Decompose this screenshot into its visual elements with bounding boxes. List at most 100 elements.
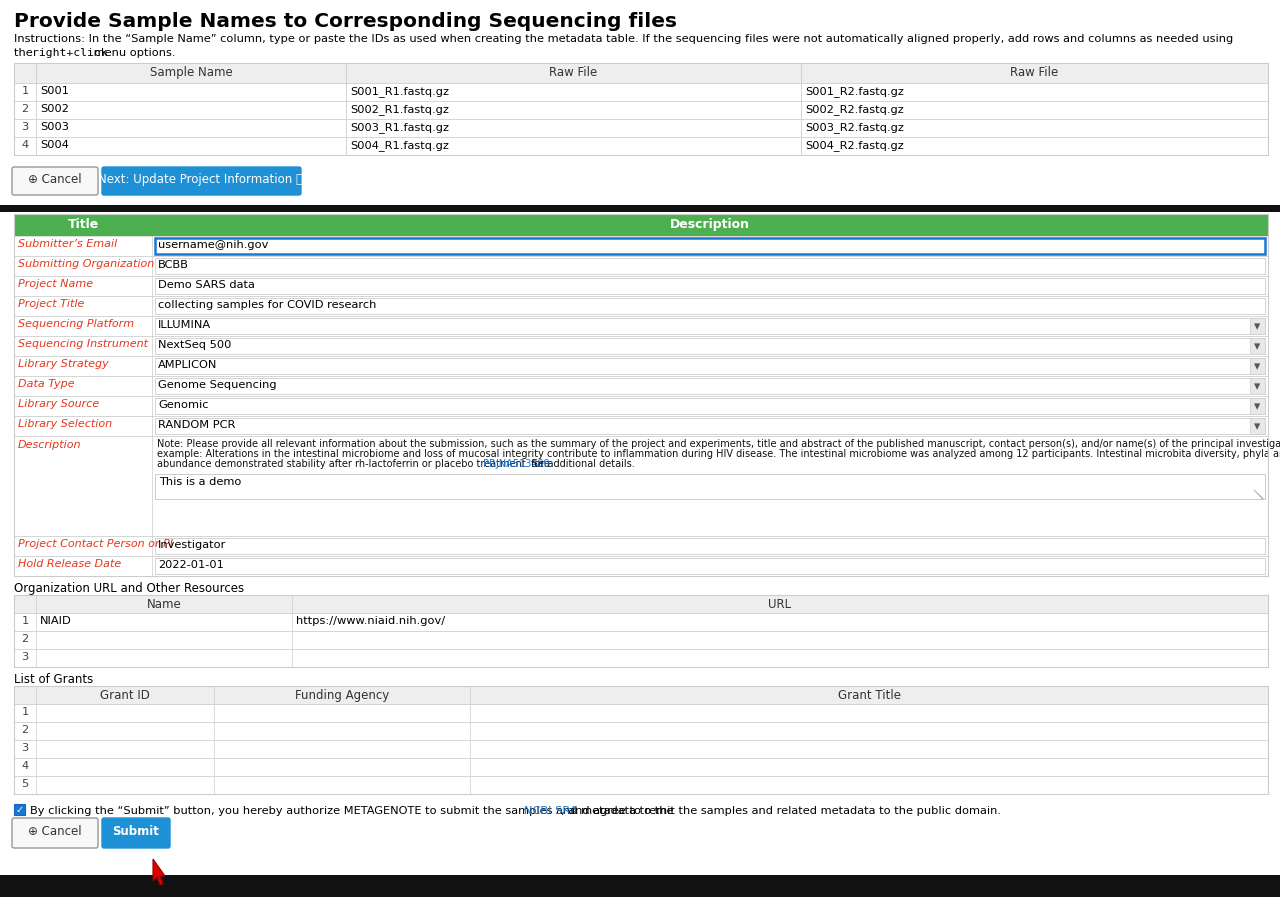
- Bar: [14, 649, 1268, 667]
- Text: Library Source: Library Source: [18, 399, 100, 409]
- Bar: [14, 536, 1268, 556]
- Bar: [14, 296, 1268, 316]
- Bar: [14, 686, 1268, 794]
- Text: 2: 2: [22, 725, 28, 735]
- Text: Sequencing Instrument: Sequencing Instrument: [18, 339, 148, 349]
- Bar: [155, 238, 1265, 254]
- Text: for additional details.: for additional details.: [529, 459, 635, 469]
- Bar: [14, 101, 1268, 119]
- Bar: [14, 236, 1268, 256]
- Bar: [14, 137, 1268, 155]
- Bar: [1251, 338, 1265, 354]
- Text: Project Name: Project Name: [18, 279, 93, 289]
- Bar: [14, 119, 1268, 137]
- Text: AMPLICON: AMPLICON: [157, 360, 218, 370]
- Text: ▾: ▾: [1254, 360, 1260, 373]
- Text: Library Strategy: Library Strategy: [18, 359, 109, 369]
- Text: Grant ID: Grant ID: [100, 689, 150, 702]
- Text: Raw File: Raw File: [1010, 66, 1059, 79]
- Text: 3: 3: [22, 652, 28, 662]
- Text: 3: 3: [22, 122, 28, 132]
- Bar: [14, 804, 26, 815]
- Text: RANDOM PCR: RANDOM PCR: [157, 420, 236, 430]
- Text: Grant Title: Grant Title: [837, 689, 901, 702]
- Text: NIAID: NIAID: [40, 616, 72, 626]
- Text: S002_R2.fastq.gz: S002_R2.fastq.gz: [805, 104, 904, 115]
- Text: URL: URL: [768, 598, 791, 611]
- Polygon shape: [154, 859, 165, 885]
- Bar: [14, 776, 1268, 794]
- Text: Note: Please provide all relevant information about the submission, such as the : Note: Please provide all relevant inform…: [157, 439, 1280, 449]
- Text: Title: Title: [68, 218, 99, 231]
- Text: S002: S002: [40, 104, 69, 114]
- Text: S001_R2.fastq.gz: S001_R2.fastq.gz: [805, 86, 904, 97]
- Text: Provide Sample Names to Corresponding Sequencing files: Provide Sample Names to Corresponding Se…: [14, 12, 677, 31]
- Bar: [14, 214, 1268, 576]
- Bar: [155, 298, 1265, 314]
- Text: right+click: right+click: [32, 48, 108, 58]
- Bar: [155, 418, 1265, 434]
- Bar: [1251, 418, 1265, 434]
- Text: Funding Agency: Funding Agency: [294, 689, 389, 702]
- Text: PRJNA513489: PRJNA513489: [484, 459, 550, 469]
- FancyBboxPatch shape: [12, 818, 99, 848]
- Text: Description: Description: [18, 440, 82, 450]
- Text: ⊕ Cancel: ⊕ Cancel: [28, 173, 82, 186]
- Bar: [14, 758, 1268, 776]
- Bar: [155, 378, 1265, 394]
- Text: ▾: ▾: [1254, 420, 1260, 433]
- Text: 4: 4: [22, 761, 28, 771]
- Text: ▾: ▾: [1254, 340, 1260, 353]
- Text: Investigator: Investigator: [157, 540, 227, 550]
- Text: collecting samples for COVID research: collecting samples for COVID research: [157, 300, 376, 310]
- Bar: [155, 398, 1265, 414]
- Bar: [14, 214, 1268, 236]
- Bar: [155, 538, 1265, 554]
- Bar: [14, 436, 1268, 536]
- Bar: [155, 338, 1265, 354]
- Text: 1: 1: [22, 86, 28, 96]
- Text: Submit: Submit: [113, 825, 160, 838]
- Bar: [14, 356, 1268, 376]
- Bar: [14, 416, 1268, 436]
- Bar: [155, 558, 1265, 574]
- Text: This is a demo: This is a demo: [159, 477, 242, 487]
- Text: example: Alterations in the intestinal microbiome and loss of mucosal integrity : example: Alterations in the intestinal m…: [157, 449, 1280, 459]
- Text: 2: 2: [22, 634, 28, 644]
- Bar: [1251, 358, 1265, 374]
- Text: ▾: ▾: [1254, 320, 1260, 333]
- Bar: [155, 358, 1265, 374]
- Text: Demo SARS data: Demo SARS data: [157, 280, 255, 290]
- Text: , and agree to remit the samples and related metadata to the public domain.: , and agree to remit the samples and rel…: [562, 806, 1001, 816]
- Bar: [0, 205, 1280, 212]
- Text: Genomic: Genomic: [157, 400, 209, 410]
- Text: username@nih.gov: username@nih.gov: [157, 240, 269, 250]
- Text: Genome Sequencing: Genome Sequencing: [157, 380, 276, 390]
- Text: 4: 4: [22, 140, 28, 150]
- Text: Raw File: Raw File: [549, 66, 598, 79]
- Text: Description: Description: [669, 218, 750, 231]
- Text: Instructions: In the “Sample Name” column, type or paste the IDs as used when cr: Instructions: In the “Sample Name” colum…: [14, 34, 1233, 44]
- Text: Hold Release Date: Hold Release Date: [18, 559, 122, 569]
- Bar: [0, 875, 1280, 897]
- Text: List of Grants: List of Grants: [14, 673, 93, 686]
- Text: 1: 1: [22, 616, 28, 626]
- Text: Submitter’s Email: Submitter’s Email: [18, 239, 118, 249]
- Bar: [14, 595, 1268, 667]
- Bar: [14, 83, 1268, 101]
- Bar: [14, 613, 1268, 631]
- Text: Submitting Organization: Submitting Organization: [18, 259, 155, 269]
- Bar: [1251, 378, 1265, 394]
- Bar: [14, 556, 1268, 576]
- Bar: [14, 704, 1268, 722]
- Text: 5: 5: [22, 779, 28, 789]
- Bar: [14, 256, 1268, 276]
- Text: 1: 1: [22, 707, 28, 717]
- Bar: [14, 63, 1268, 155]
- Text: the: the: [14, 48, 36, 58]
- Text: ⊕ Cancel: ⊕ Cancel: [28, 825, 82, 838]
- Text: S002_R1.fastq.gz: S002_R1.fastq.gz: [349, 104, 449, 115]
- Bar: [14, 396, 1268, 416]
- Bar: [14, 595, 1268, 613]
- Text: Organization URL and Other Resources: Organization URL and Other Resources: [14, 582, 244, 595]
